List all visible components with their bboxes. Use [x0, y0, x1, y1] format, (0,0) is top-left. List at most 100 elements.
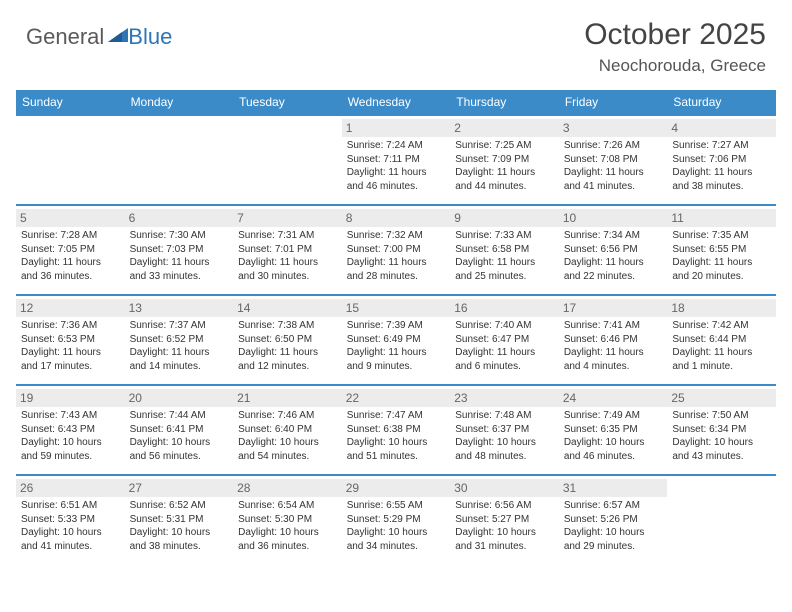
sunset-text: Sunset: 6:44 PM	[672, 333, 771, 347]
sunrise-text: Sunrise: 7:50 AM	[672, 409, 771, 423]
sunrise-text: Sunrise: 6:54 AM	[238, 499, 337, 513]
daylight-text: Daylight: 10 hours and 54 minutes.	[238, 436, 337, 463]
calendar-cell: 7 Sunrise: 7:31 AMSunset: 7:01 PMDaylight…	[233, 205, 342, 295]
sunset-text: Sunset: 5:31 PM	[130, 513, 229, 527]
day-info: Sunrise: 7:33 AMSunset: 6:58 PMDaylight:…	[455, 229, 554, 283]
day-info: Sunrise: 6:55 AMSunset: 5:29 PMDaylight:…	[347, 499, 446, 553]
sunset-text: Sunset: 6:34 PM	[672, 423, 771, 437]
sunrise-text: Sunrise: 7:34 AM	[564, 229, 663, 243]
sunset-text: Sunset: 7:03 PM	[130, 243, 229, 257]
calendar-row: 12Sunrise: 7:36 AMSunset: 6:53 PMDayligh…	[16, 295, 776, 385]
sunset-text: Sunset: 6:38 PM	[347, 423, 446, 437]
sunrise-text: Sunrise: 7:30 AM	[130, 229, 229, 243]
sunrise-text: Sunrise: 7:28 AM	[21, 229, 120, 243]
day-number: 17	[559, 299, 668, 317]
daylight-text: Daylight: 11 hours and 20 minutes.	[672, 256, 771, 283]
day-info: Sunrise: 6:56 AMSunset: 5:27 PMDaylight:…	[455, 499, 554, 553]
logo-text-general: General	[26, 24, 104, 50]
calendar-row: 1Sunrise: 7:24 AMSunset: 7:11 PMDaylight…	[16, 115, 776, 205]
sunset-text: Sunset: 7:08 PM	[564, 153, 663, 167]
calendar-cell: 2Sunrise: 7:25 AMSunset: 7:09 PMDaylight…	[450, 115, 559, 205]
day-info: Sunrise: 7:40 AMSunset: 6:47 PMDaylight:…	[455, 319, 554, 373]
calendar-cell: 30 Sunrise: 6:56 AMSunset: 5:27 PMDayligh…	[450, 475, 559, 565]
daylight-text: Daylight: 11 hours and 44 minutes.	[455, 166, 554, 193]
day-number: 1	[342, 119, 451, 137]
sunrise-text: Sunrise: 7:32 AM	[347, 229, 446, 243]
day-info: Sunrise: 7:37 AMSunset: 6:52 PMDaylight:…	[130, 319, 229, 373]
day-number	[233, 119, 342, 137]
day-info: Sunrise: 7:24 AMSunset: 7:11 PMDaylight:…	[347, 139, 446, 193]
calendar-row: 19Sunrise: 7:43 AMSunset: 6:43 PMDayligh…	[16, 385, 776, 475]
sunrise-text: Sunrise: 7:27 AM	[672, 139, 771, 153]
sunrise-text: Sunrise: 7:31 AM	[238, 229, 337, 243]
weekday-header: Sunday	[16, 90, 125, 115]
sunset-text: Sunset: 6:55 PM	[672, 243, 771, 257]
weekday-header: Tuesday	[233, 90, 342, 115]
logo-triangle-icon	[108, 26, 130, 49]
sunset-text: Sunset: 7:09 PM	[455, 153, 554, 167]
day-info: Sunrise: 7:47 AMSunset: 6:38 PMDaylight:…	[347, 409, 446, 463]
day-info: Sunrise: 7:41 AMSunset: 6:46 PMDaylight:…	[564, 319, 663, 373]
day-number: 9	[450, 209, 559, 227]
daylight-text: Daylight: 10 hours and 59 minutes.	[21, 436, 120, 463]
sunrise-text: Sunrise: 7:24 AM	[347, 139, 446, 153]
weekday-header: Saturday	[667, 90, 776, 115]
day-info: Sunrise: 7:32 AMSunset: 7:00 PMDaylight:…	[347, 229, 446, 283]
sunset-text: Sunset: 7:11 PM	[347, 153, 446, 167]
sunset-text: Sunset: 5:29 PM	[347, 513, 446, 527]
daylight-text: Daylight: 11 hours and 33 minutes.	[130, 256, 229, 283]
daylight-text: Daylight: 10 hours and 34 minutes.	[347, 526, 446, 553]
day-number: 30	[450, 479, 559, 497]
daylight-text: Daylight: 11 hours and 14 minutes.	[130, 346, 229, 373]
day-info: Sunrise: 7:43 AMSunset: 6:43 PMDaylight:…	[21, 409, 120, 463]
sunrise-text: Sunrise: 7:38 AM	[238, 319, 337, 333]
calendar-cell: 8Sunrise: 7:32 AMSunset: 7:00 PMDaylight…	[342, 205, 451, 295]
header: General Blue October 2025 Neochorouda, G…	[0, 0, 792, 84]
sunset-text: Sunset: 6:50 PM	[238, 333, 337, 347]
calendar-cell: 14Sunrise: 7:38 AMSunset: 6:50 PMDayligh…	[233, 295, 342, 385]
daylight-text: Daylight: 11 hours and 38 minutes.	[672, 166, 771, 193]
day-number: 7	[233, 209, 342, 227]
day-number: 5	[16, 209, 125, 227]
daylight-text: Daylight: 11 hours and 17 minutes.	[21, 346, 120, 373]
weekday-header-row: Sunday Monday Tuesday Wednesday Thursday…	[16, 90, 776, 115]
day-number: 23	[450, 389, 559, 407]
sunrise-text: Sunrise: 7:44 AM	[130, 409, 229, 423]
calendar-cell: 31Sunrise: 6:57 AMSunset: 5:26 PMDayligh…	[559, 475, 668, 565]
sunset-text: Sunset: 5:30 PM	[238, 513, 337, 527]
day-number: 21	[233, 389, 342, 407]
day-info: Sunrise: 7:39 AMSunset: 6:49 PMDaylight:…	[347, 319, 446, 373]
day-number: 24	[559, 389, 668, 407]
day-info: Sunrise: 7:30 AMSunset: 7:03 PMDaylight:…	[130, 229, 229, 283]
day-number: 16	[450, 299, 559, 317]
daylight-text: Daylight: 11 hours and 4 minutes.	[564, 346, 663, 373]
sunset-text: Sunset: 6:52 PM	[130, 333, 229, 347]
day-number: 11	[667, 209, 776, 227]
day-number: 18	[667, 299, 776, 317]
day-number: 22	[342, 389, 451, 407]
calendar-cell: 3Sunrise: 7:26 AMSunset: 7:08 PMDaylight…	[559, 115, 668, 205]
daylight-text: Daylight: 11 hours and 30 minutes.	[238, 256, 337, 283]
sunrise-text: Sunrise: 7:47 AM	[347, 409, 446, 423]
day-number: 14	[233, 299, 342, 317]
sunset-text: Sunset: 5:26 PM	[564, 513, 663, 527]
calendar-cell: 13Sunrise: 7:37 AMSunset: 6:52 PMDayligh…	[125, 295, 234, 385]
day-info: Sunrise: 6:52 AMSunset: 5:31 PMDaylight:…	[130, 499, 229, 553]
calendar-cell: 6Sunrise: 7:30 AMSunset: 7:03 PMDaylight…	[125, 205, 234, 295]
calendar-cell: 18Sunrise: 7:42 AMSunset: 6:44 PMDayligh…	[667, 295, 776, 385]
daylight-text: Daylight: 11 hours and 36 minutes.	[21, 256, 120, 283]
daylight-text: Daylight: 10 hours and 48 minutes.	[455, 436, 554, 463]
sunrise-text: Sunrise: 7:43 AM	[21, 409, 120, 423]
day-number: 28	[233, 479, 342, 497]
daylight-text: Daylight: 11 hours and 6 minutes.	[455, 346, 554, 373]
daylight-text: Daylight: 11 hours and 28 minutes.	[347, 256, 446, 283]
calendar-cell: 29Sunrise: 6:55 AMSunset: 5:29 PMDayligh…	[342, 475, 451, 565]
day-number: 10	[559, 209, 668, 227]
calendar-cell: 21Sunrise: 7:46 AMSunset: 6:40 PMDayligh…	[233, 385, 342, 475]
day-info: Sunrise: 7:50 AMSunset: 6:34 PMDaylight:…	[672, 409, 771, 463]
day-info: Sunrise: 7:31 AMSunset: 7:01 PMDaylight:…	[238, 229, 337, 283]
day-number: 31	[559, 479, 668, 497]
calendar-cell: 10Sunrise: 7:34 AMSunset: 6:56 PMDayligh…	[559, 205, 668, 295]
day-number: 4	[667, 119, 776, 137]
daylight-text: Daylight: 11 hours and 22 minutes.	[564, 256, 663, 283]
